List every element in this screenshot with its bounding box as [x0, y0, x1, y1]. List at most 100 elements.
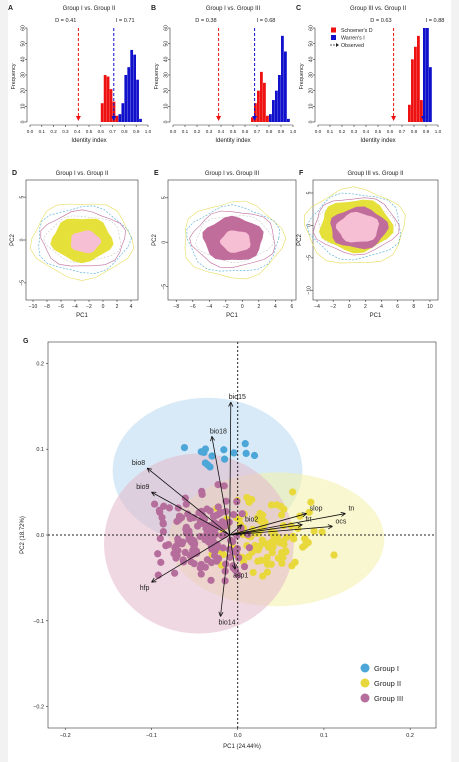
scatter-point-group-iii [213, 557, 221, 565]
legend-label: Schoener's D [341, 28, 373, 34]
x-tick-label: 0.3 [62, 129, 69, 134]
x-tick-label: 0.9 [423, 129, 430, 134]
density-contour [40, 209, 126, 267]
y-axis-label: Frequency [11, 63, 17, 89]
legend-label: Group II [374, 679, 401, 688]
observed-arrowhead [75, 116, 81, 121]
scatter-point-group-iii [226, 553, 234, 561]
observed-label: I = 0.71 [116, 18, 135, 24]
legend-marker [360, 678, 370, 688]
y-tick-label: 40 [163, 56, 169, 62]
legend-label: Observed [341, 43, 364, 49]
y-tick-label: 10 [20, 103, 26, 109]
x-tick-label: 0.6 [387, 129, 394, 134]
scatter-point-group-i [242, 449, 250, 457]
loading-arrow [151, 491, 230, 536]
scatter-point-group-ii [264, 540, 272, 548]
x-tick-label: 4 [380, 304, 383, 310]
density-contour [184, 200, 287, 280]
scatter-point-group-iii [209, 512, 218, 520]
y-tick-label: 50 [20, 41, 26, 47]
loading-arrow [229, 402, 232, 536]
panel-C: C Group III vs. Group II 0 10 20 30 40 50 60 Freq… [296, 5, 444, 144]
loading-label: bio8 [132, 460, 145, 467]
y-tick-label: 0 [308, 120, 314, 123]
scatter-point-group-iii [157, 558, 165, 566]
scatter-point-group-iii [201, 535, 209, 544]
bar-schoener-d [257, 90, 260, 122]
density-contour [189, 210, 276, 269]
x-tick-label: 10 [427, 304, 433, 310]
x-tick-label: −6 [190, 304, 196, 310]
x-tick-label: 2 [116, 304, 119, 310]
y-tick-label: 0.1 [36, 447, 44, 453]
x-tick-label: 0.9 [278, 129, 285, 134]
bar-schoener-d [408, 104, 411, 122]
x-tick-label: 0.2 [194, 129, 201, 134]
x-tick-label: 8 [412, 304, 415, 310]
scatter-point-group-iii [182, 500, 190, 508]
bar-warren-i [275, 90, 278, 122]
panel-title: Group I vs. Group II [56, 171, 109, 177]
x-tick-label: 0.8 [266, 129, 273, 134]
scatter-point-group-i [250, 451, 259, 460]
y-tick-label: 0 [19, 238, 25, 241]
legend-label: Group I [374, 664, 399, 673]
y-axis-label: PC2 [152, 234, 158, 246]
loading-arrow [211, 436, 231, 536]
y-tick-label: 10 [163, 103, 169, 109]
x-tick-label: 0.5 [230, 129, 237, 134]
scatter-point-group-iii [178, 540, 186, 548]
panel-A: A Group I vs. Group II 0 10 20 30 40 50 60 Freque… [8, 5, 152, 144]
bar-warren-i [118, 114, 122, 122]
x-tick-label: 0.3 [206, 129, 213, 134]
scatter-point-group-ii [278, 548, 286, 557]
density-contour [304, 186, 406, 264]
y-tick-label: −5 [306, 255, 312, 261]
x-tick-label: 0.6 [98, 129, 105, 134]
scatter-point-group-iii [150, 500, 159, 508]
x-tick-label: 6 [396, 304, 399, 310]
loading-label: hfp [140, 585, 150, 592]
x-tick-label: 0.1 [39, 129, 46, 134]
x-tick-label: −10 [29, 304, 38, 310]
x-tick-label: −8 [173, 304, 179, 310]
panel-D: D Group I vs. Group II −10 −8 −6 −4 −2 0 2 4 −5 0 5 P… [10, 170, 139, 319]
loading-arrowhead [297, 522, 303, 528]
scatter-point-group-iii [172, 554, 180, 562]
occupancy-area [71, 230, 102, 254]
scatter-point-group-iii [155, 506, 163, 514]
scatter-point-group-i [220, 455, 229, 463]
x-tick-label: 2 [364, 304, 367, 310]
y-axis-label: PC2 [10, 234, 16, 246]
panel-title: Group III vs. Group II [350, 6, 406, 12]
scatter-point-group-iii [196, 564, 204, 572]
bar-schoener-d [251, 117, 254, 122]
bar-schoener-d [417, 35, 420, 123]
bar-schoener-d [115, 115, 119, 122]
x-tick-label: 0 [241, 304, 244, 310]
y-tick-label: 40 [20, 56, 26, 62]
y-tick-label: −5 [161, 284, 167, 290]
loading-arrowhead [146, 467, 153, 473]
loading-arrow [229, 513, 346, 536]
bar-schoener-d [263, 82, 266, 122]
scatter-point-group-iii [154, 550, 162, 558]
bar-warren-i [426, 28, 429, 122]
loading-arrowhead [151, 491, 157, 497]
panel-label: B [151, 5, 156, 12]
y-tick-label: 60 [20, 25, 26, 31]
scatter-point-group-iii [181, 494, 189, 502]
panel-title: Group I vs. Group III [206, 6, 261, 12]
loading-arrow [229, 524, 303, 536]
scatter-point-group-iii [194, 522, 202, 530]
x-tick-label: 0.9 [133, 129, 140, 134]
figure-canvas: A Group I vs. Group II 0 10 20 30 40 50 60 Freque… [8, 0, 451, 762]
scatter-point-group-ii [330, 551, 338, 559]
panel-F: F Group III vs. Group II −4 −2 0 2 4 6 8 10 −10 −5 0… [297, 170, 439, 319]
y-tick-label: 60 [308, 25, 314, 31]
loading-arrow [229, 513, 307, 536]
loading-arrowhead [340, 511, 346, 517]
scatter-point-group-ii [245, 553, 253, 561]
y-tick-label: 30 [20, 72, 26, 78]
